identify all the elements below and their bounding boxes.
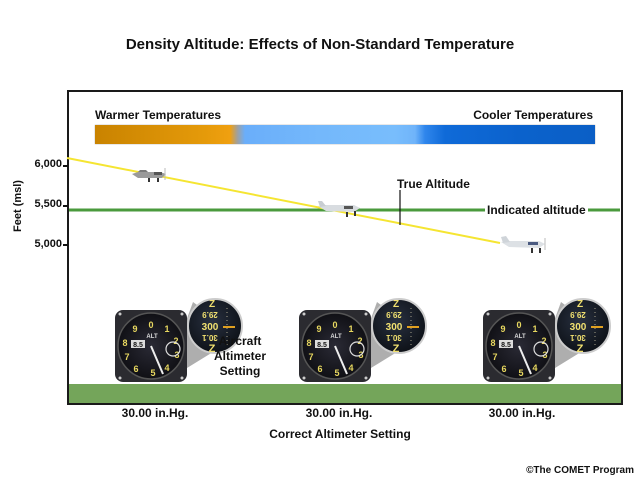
altimeter-setting-2: 30.00 in.Hg. xyxy=(305,406,373,420)
warmer-temperatures-label: Warmer Temperatures xyxy=(95,108,222,122)
altimeter-setting-1: 30.00 in.Hg. xyxy=(121,406,189,420)
indicated-altitude-label: Indicated altitude xyxy=(485,203,588,217)
aset-line-2: Altimeter xyxy=(213,349,266,363)
y-tick-mark xyxy=(63,205,68,207)
temperature-gradient-bar xyxy=(95,125,595,144)
y-tick-6000: 6,000 xyxy=(34,158,62,170)
y-tick-mark xyxy=(63,165,68,167)
diagram-title: Density Altitude: Effects of Non-Standar… xyxy=(125,36,515,53)
copyright: ©The COMET Program xyxy=(526,465,634,476)
airplane-icon xyxy=(501,236,546,253)
altimeter-3 xyxy=(482,298,611,383)
altimeter-2 xyxy=(298,298,427,383)
ground-strip xyxy=(69,384,621,403)
aset-line-1: Aircraft xyxy=(218,334,262,348)
true-altitude-label: True Altitude xyxy=(397,177,470,191)
aircraft-altimeter-setting-label: Aircraft Altimeter Setting xyxy=(205,334,275,379)
y-tick-mark xyxy=(63,244,68,246)
aset-line-3: Setting xyxy=(219,364,261,378)
airplane-icon xyxy=(132,168,166,182)
caption: Correct Altimeter Setting xyxy=(269,427,411,441)
y-tick-5000: 5,000 xyxy=(34,238,62,250)
y-tick-5500: 5,500 xyxy=(34,198,62,210)
cooler-temperatures-label: Cooler Temperatures xyxy=(473,108,593,122)
altimeter-setting-3: 30.00 in.Hg. xyxy=(488,406,556,420)
airplane-icon xyxy=(318,201,360,217)
